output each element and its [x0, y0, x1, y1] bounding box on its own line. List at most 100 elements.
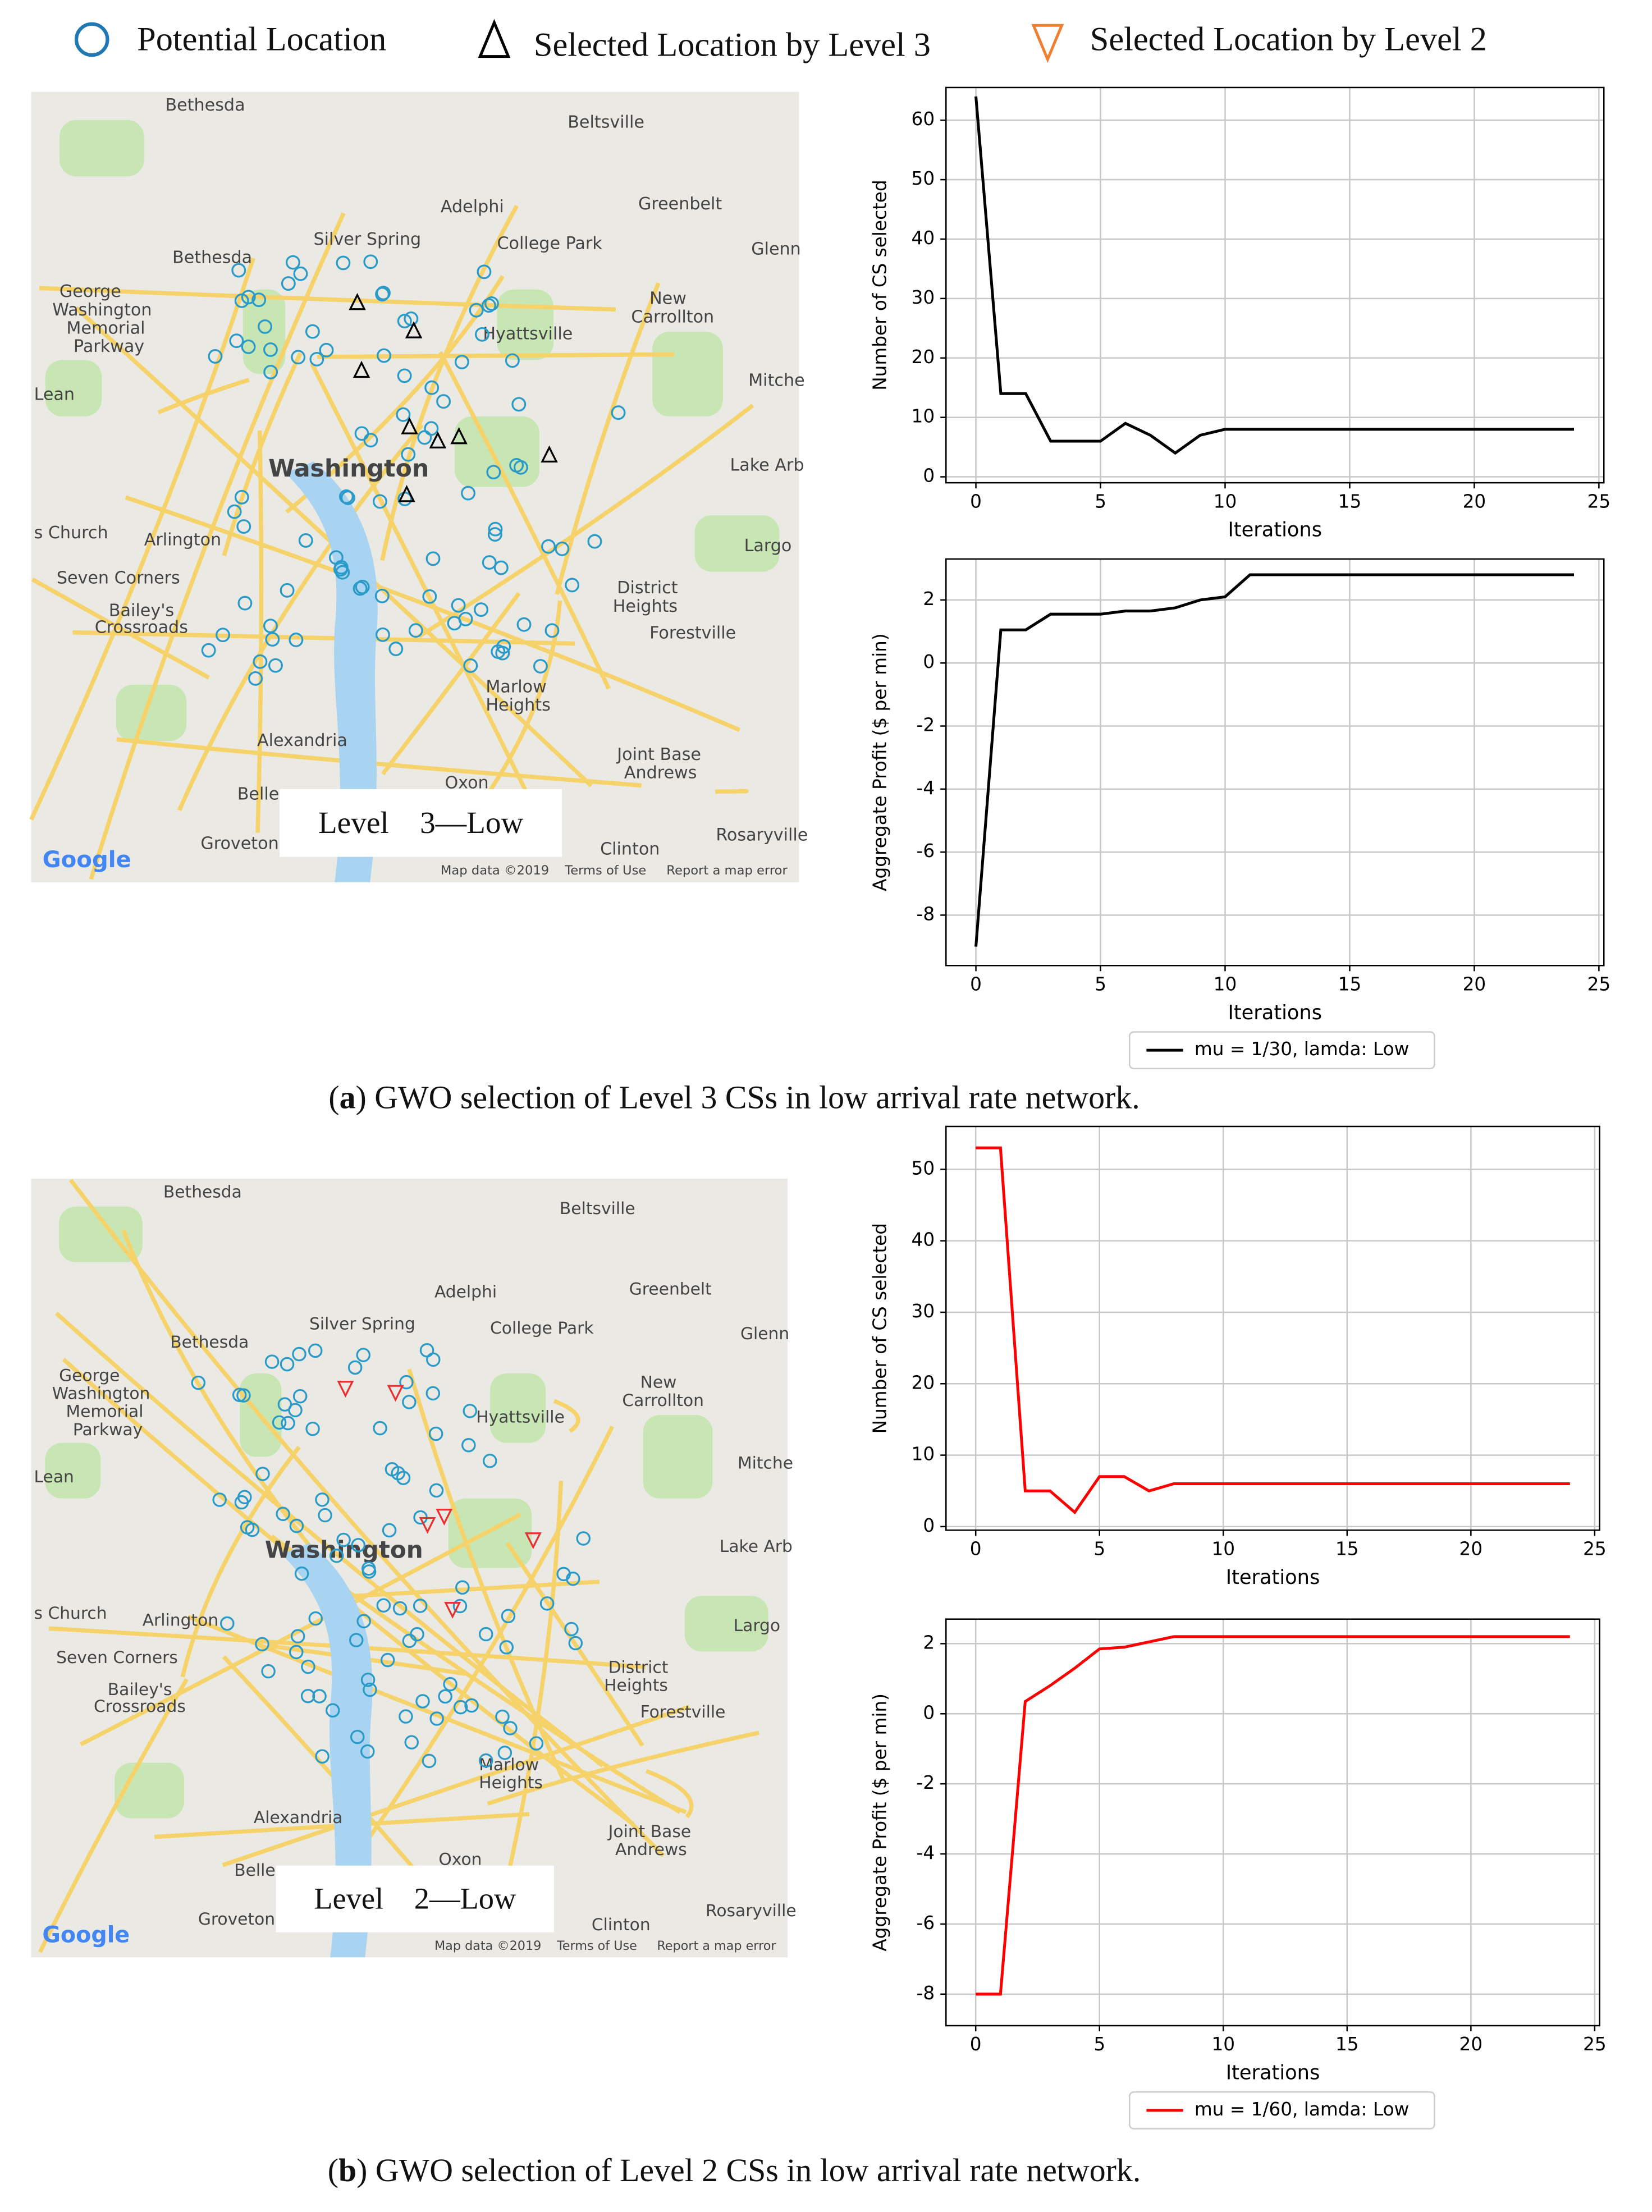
selected-location [401, 417, 418, 434]
potential-location [349, 1633, 364, 1647]
potential-location [397, 368, 412, 383]
potential-location [251, 292, 267, 308]
caption-part: ( [328, 2152, 338, 2188]
map-label: Mitche [748, 371, 804, 391]
map-label: Carrollton [631, 307, 714, 327]
map-label: Map data ©2019 [434, 1939, 541, 1953]
y-tick-label: 0 [923, 465, 935, 487]
map-label: College Park [490, 1318, 594, 1338]
map-label: Hyattsville [476, 1408, 565, 1427]
potential-location [363, 1682, 377, 1697]
map-label: Washington [268, 455, 429, 483]
road [317, 352, 674, 359]
x-tick-label: 25 [1587, 491, 1611, 512]
map-label: Rosaryville [706, 1901, 797, 1921]
map-label: Andrews [615, 1840, 687, 1860]
potential-location [308, 1611, 323, 1626]
selected-location [444, 1601, 461, 1619]
potential-location [455, 1580, 470, 1595]
map-label: Silver Spring [314, 230, 422, 249]
potential-location [336, 255, 351, 271]
y-axis-label: Aggregate Profit ($ per min) [870, 1693, 891, 1951]
potential-location [488, 521, 503, 537]
potential-location [292, 1347, 306, 1362]
y-axis-label: Number of CS selected [870, 180, 891, 391]
river [285, 461, 378, 882]
plot-frame [945, 1618, 1600, 2027]
potential-location [351, 1538, 365, 1552]
potential-location [484, 296, 499, 311]
potential-location [289, 1518, 304, 1533]
park [116, 684, 187, 741]
caption: (a) GWO selection of Level 3 CSs in low … [328, 1079, 1140, 1116]
potential-location [516, 617, 532, 632]
potential-location [265, 632, 280, 647]
potential-location [402, 1395, 417, 1409]
selected-location [429, 431, 447, 448]
line [974, 96, 1574, 455]
potential-location [356, 1348, 371, 1362]
map-label: Beltsville [568, 112, 644, 132]
potential-location [309, 351, 324, 367]
potential-location [422, 589, 437, 604]
map-label: Joint Base [616, 745, 701, 764]
potential-location [425, 1386, 441, 1401]
potential-location [227, 504, 242, 519]
potential-location [564, 1622, 579, 1637]
map: Bethesda Beltsville Adelphi Greenbelt Silver… [31, 1178, 797, 1958]
x-tick-label: 0 [970, 1538, 982, 1559]
selected-location [398, 485, 415, 502]
map-label: Arlington [144, 530, 221, 550]
road [645, 1769, 694, 1819]
caption-part: ) GWO selection of Level 3 CSs in low ar… [356, 1079, 1140, 1116]
y-tick-label: 50 [912, 1157, 935, 1179]
potential-location [474, 602, 489, 617]
potential-location [237, 1490, 252, 1504]
potential-location [380, 1652, 395, 1668]
map-label: Seven Corners [56, 1648, 178, 1668]
map-label: Alexandria [257, 731, 347, 750]
line [976, 1635, 1570, 1996]
potential-location [353, 581, 368, 596]
map-label: Arlington [143, 1610, 218, 1630]
caption-part: ) GWO selection of Level 2 CSs in low ar… [356, 2152, 1141, 2188]
potential-location [429, 1711, 444, 1726]
legend-label: Selected Location by Level 3 [534, 26, 931, 63]
map-label: Lake Arb [720, 1537, 793, 1556]
map-label: Bethesda [163, 1182, 242, 1202]
map-label: Largo [744, 536, 792, 556]
map-label: Adelphi [434, 1283, 497, 1302]
potential-location [298, 533, 313, 548]
legend-marker [74, 22, 109, 57]
potential-location [236, 519, 251, 534]
potential-location [363, 254, 378, 269]
y-tick-label: 30 [912, 1300, 935, 1322]
map-label: Washington [52, 1384, 150, 1403]
potential-location [452, 1599, 468, 1614]
potential-location [281, 276, 296, 291]
y-tick-label: 0 [923, 1515, 935, 1536]
potential-location [388, 642, 404, 657]
potential-location [513, 460, 528, 475]
potential-location [544, 623, 560, 638]
road [54, 1311, 604, 1767]
map-label: Report a map error [666, 863, 788, 878]
potential-location [312, 1689, 327, 1703]
map-label: Greenbelt [638, 194, 722, 214]
map-label: Washington [265, 1536, 423, 1563]
map-label: Bailey's [109, 601, 174, 620]
potential-location [429, 1483, 444, 1498]
potential-location [477, 264, 492, 280]
potential-location [424, 380, 440, 395]
road [180, 1445, 301, 1678]
map-label: Adelphi [441, 197, 504, 217]
map-label: Crossroads [94, 1697, 186, 1716]
potential-location [328, 550, 344, 565]
x-tick-label: 10 [1211, 1538, 1235, 1559]
y-tick-label: 40 [912, 227, 935, 249]
y-tick-label: 2 [923, 588, 935, 610]
park [45, 360, 102, 416]
x-axis-label: Iterations [1228, 1001, 1322, 1024]
x-tick-label: 25 [1583, 1538, 1607, 1559]
potential-location [255, 1467, 270, 1481]
